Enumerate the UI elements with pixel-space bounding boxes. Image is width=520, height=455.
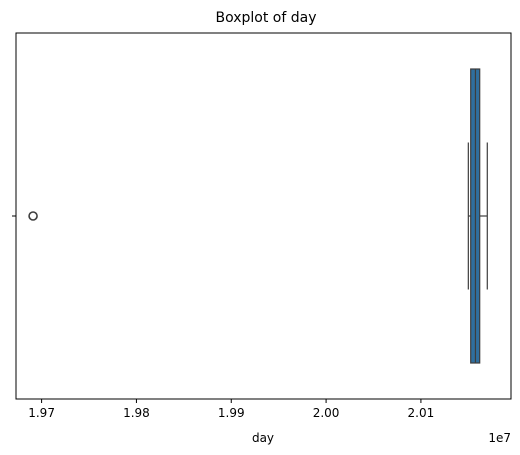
x-axis-offset-label: 1e7 bbox=[488, 431, 511, 445]
x-tick-label: 2.01 bbox=[408, 406, 435, 420]
box-group bbox=[467, 68, 488, 364]
x-axis-label: day bbox=[252, 431, 274, 445]
plot-area-frame bbox=[15, 32, 512, 400]
x-tick-label: 1.98 bbox=[123, 406, 150, 420]
x-tick-label: 1.97 bbox=[28, 406, 55, 420]
x-tick-label: 2.00 bbox=[313, 406, 340, 420]
chart-title: Boxplot of day bbox=[215, 10, 316, 26]
outlier-point bbox=[28, 211, 38, 221]
x-tick-label: 1.99 bbox=[218, 406, 245, 420]
